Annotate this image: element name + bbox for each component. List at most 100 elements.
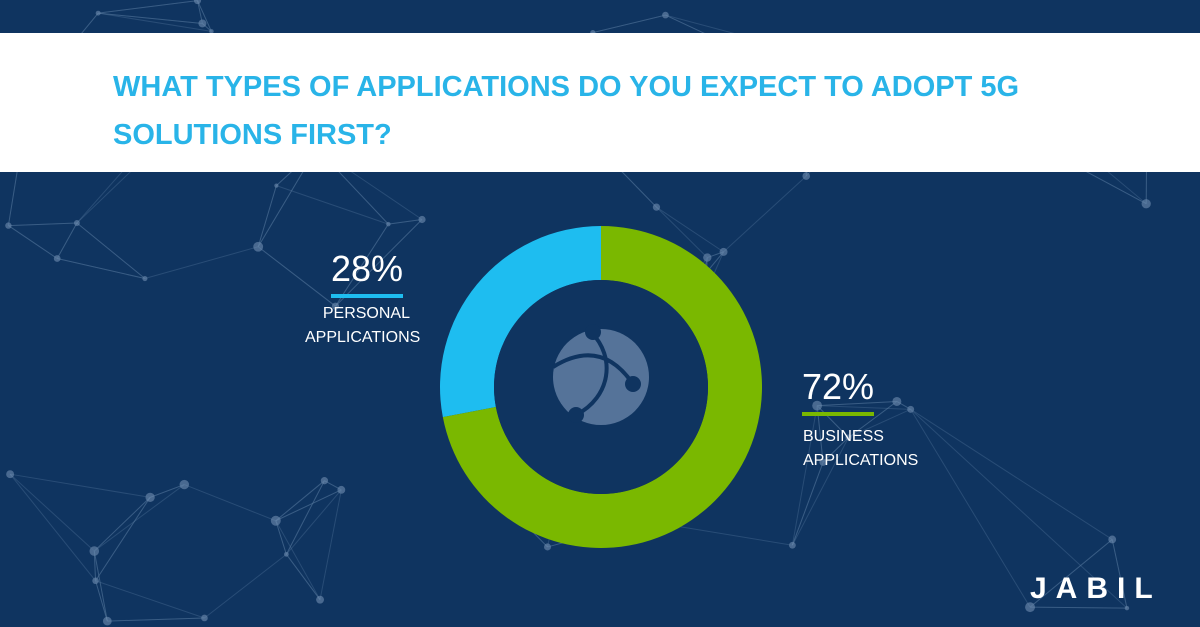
network-line: [285, 480, 325, 555]
network-line: [93, 496, 151, 552]
network-line: [56, 222, 78, 259]
network-node: [92, 577, 99, 585]
value-label: 28%: [331, 248, 404, 298]
network-line: [848, 401, 898, 438]
network-line: [149, 484, 185, 498]
network-line: [93, 496, 151, 552]
network-line: [56, 222, 78, 259]
network-line: [592, 14, 666, 34]
network-line: [822, 437, 849, 463]
network-line: [76, 222, 146, 279]
network-line: [656, 206, 708, 258]
network-line: [335, 219, 423, 307]
network-line: [656, 206, 724, 253]
network-line: [276, 185, 389, 225]
network-node: [812, 400, 823, 411]
network-line: [95, 497, 151, 582]
network-node: [652, 203, 661, 211]
chart-title: WHAT TYPES OF APPLICATIONS DO YOU EXPECT…: [113, 71, 1020, 151]
network-node: [662, 11, 669, 19]
network-node: [53, 255, 61, 262]
network-line: [910, 409, 1031, 608]
network-line: [1111, 539, 1128, 609]
network-line: [1111, 539, 1128, 609]
network-line: [98, 12, 203, 24]
network-line: [335, 219, 423, 307]
network-line: [1075, 165, 1147, 205]
network-line: [184, 484, 276, 522]
network-line: [822, 437, 849, 463]
network-line: [197, 0, 212, 32]
network-line: [285, 554, 321, 600]
network-line: [8, 225, 58, 259]
network-node: [544, 543, 552, 551]
network-line: [197, 0, 212, 32]
globe-node: [585, 324, 601, 340]
network-node: [142, 275, 148, 282]
network-line: [93, 550, 108, 622]
network-line: [95, 497, 151, 582]
network-line: [848, 408, 911, 438]
network-line: [1075, 165, 1147, 205]
network-line: [816, 405, 849, 438]
network-node: [703, 253, 712, 262]
network-node: [5, 222, 12, 229]
network-line: [817, 400, 897, 407]
network-line: [93, 484, 185, 552]
network-line: [816, 405, 849, 438]
network-node: [845, 434, 852, 441]
network-line: [285, 480, 325, 555]
network-line: [197, 0, 203, 24]
network-line: [8, 222, 77, 227]
network-line: [1029, 539, 1113, 608]
network-line: [10, 473, 151, 498]
network-node: [201, 614, 208, 622]
network-line: [98, 0, 198, 14]
network-line: [98, 0, 198, 14]
network-node: [1108, 535, 1117, 544]
globe-node: [568, 407, 584, 423]
network-node: [209, 29, 214, 34]
network-line: [275, 520, 321, 600]
network-node: [907, 405, 915, 413]
network-node: [1124, 605, 1130, 611]
globe-node: [625, 376, 641, 392]
network-node: [73, 220, 80, 226]
network-node: [1025, 602, 1036, 613]
network-line: [9, 473, 96, 582]
network-line: [319, 489, 342, 600]
network-node: [145, 492, 155, 502]
network-line: [910, 408, 1128, 609]
network-node: [284, 551, 289, 557]
category-label: BUSINESS APPLICATIONS: [803, 428, 919, 469]
category-label: PERSONAL APPLICATIONS: [305, 305, 421, 346]
network-line: [275, 489, 342, 522]
network-line: [388, 218, 423, 225]
title-band: [0, 33, 1200, 172]
network-node: [1141, 199, 1151, 209]
network-line: [817, 400, 897, 407]
network-line: [275, 480, 325, 522]
network-line: [791, 462, 824, 546]
network-line: [149, 484, 185, 498]
network-node: [6, 470, 15, 479]
network-line: [107, 617, 205, 622]
value-label: 72%: [802, 366, 875, 416]
network-line: [388, 218, 423, 225]
network-line: [723, 175, 807, 253]
network-line: [57, 258, 146, 280]
network-line: [98, 12, 203, 24]
network-line: [95, 580, 108, 622]
network-line: [98, 12, 212, 32]
globe-icon: [553, 329, 649, 425]
network-line: [8, 225, 58, 259]
network-line: [93, 551, 97, 581]
network-line: [335, 223, 389, 307]
network-node: [802, 172, 811, 180]
network-line: [1030, 606, 1127, 609]
network-line: [791, 405, 818, 546]
network-node: [89, 546, 100, 556]
network-node: [418, 215, 426, 224]
network-line: [275, 480, 325, 522]
